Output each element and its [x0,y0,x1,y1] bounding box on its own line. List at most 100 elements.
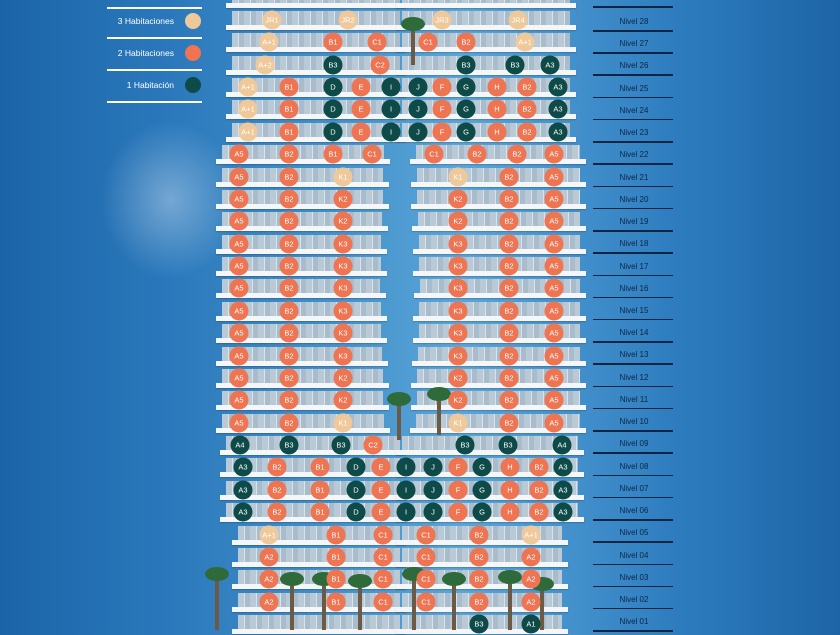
unit-marker-two_bed: B2 [279,211,299,231]
palm-tree-trunk [358,582,362,630]
balcony-slab [216,405,390,411]
unit-marker-two_bed: C1 [373,547,393,567]
palm-tree-crown [280,572,304,586]
unit-marker-two_bed: K2 [333,211,353,231]
level-label: Nivel 15 [619,305,649,315]
unit-marker-three_bed: JR1 [262,10,282,30]
unit-marker-one_bed: A3 [233,502,253,522]
unit-marker-two_bed: A5 [229,189,249,209]
unit-marker-two_bed: A5 [544,167,564,187]
balcony-slab [412,338,586,344]
balcony-slab [216,427,390,433]
palm-tree-crown [442,572,466,586]
unit-marker-two_bed: B2 [499,234,519,254]
unit-marker-two_bed: H [500,480,520,500]
unit-marker-two_bed: A5 [229,256,249,276]
unit-marker-two_bed: B2 [529,457,549,477]
unit-marker-two_bed: A5 [544,211,564,231]
balcony-slab [216,181,390,187]
floor-1 [232,613,406,635]
balcony-slab [226,2,406,8]
balcony-slab [412,360,586,366]
unit-marker-two_bed: B2 [529,480,549,500]
level-label: Nivel 02 [619,594,649,604]
unit-marker-two_bed: B2 [279,189,299,209]
palm-tree-crown [348,574,372,588]
level-divider [593,341,673,343]
balcony-slab [410,427,586,433]
unit-marker-two_bed: C1 [373,592,393,612]
level-label: Nivel 16 [619,283,649,293]
unit-marker-three_bed: A+1 [515,32,535,52]
unit-marker-one_bed: G [472,502,492,522]
level-divider [593,296,673,299]
unit-marker-two_bed: C1 [416,525,436,544]
unit-marker-two_bed: A5 [544,234,564,254]
balcony-slab [412,248,586,254]
unit-marker-two_bed: A5 [544,323,564,343]
balcony-slab [396,472,584,478]
unit-marker-two_bed: K3 [333,234,353,254]
unit-marker-two_bed: C1 [373,525,393,544]
unit-marker-two_bed: B1 [310,480,330,500]
unit-marker-two_bed: B2 [467,144,487,164]
level-divider [593,318,673,321]
unit-marker-three_bed: K1 [448,413,468,433]
unit-marker-two_bed: B2 [469,569,489,589]
unit-marker-two_bed: B2 [499,323,519,343]
unit-marker-two_bed: K3 [448,301,468,321]
unit-marker-one_bed: B3 [323,55,343,75]
unit-marker-two_bed: B2 [279,368,299,388]
level-divider [593,74,673,76]
level-divider [593,30,673,32]
floor-9 [220,434,406,456]
unit-marker-two_bed: B2 [267,457,287,477]
balcony-slab [216,159,390,165]
unit-marker-two_bed: B2 [517,99,537,119]
level-divider [593,385,673,388]
unit-marker-two_bed: B2 [456,32,476,52]
palm-tree-crown [498,570,522,584]
unit-marker-two_bed: K3 [448,234,468,254]
palm-tree-crown [401,17,425,31]
unit-marker-one_bed: I [396,457,416,477]
unit-marker-three_bed: K1 [333,413,353,433]
unit-marker-two_bed: A2 [259,592,279,612]
unit-marker-two_bed: A5 [229,346,249,366]
balcony-slab [216,226,388,232]
level-divider [593,452,673,454]
unit-marker-two_bed: B2 [499,368,519,388]
unit-marker-two_bed: H [487,122,507,142]
unit-marker-one_bed: A3 [553,502,573,522]
unit-marker-one_bed: A3 [548,99,568,119]
unit-marker-two_bed: H [487,77,507,97]
level-divider [593,407,673,410]
palm-tree-crown [387,392,411,406]
unit-marker-two_bed: A5 [544,189,564,209]
level-label: Nivel 11 [619,394,649,404]
unit-marker-two_bed: C1 [416,569,436,589]
balcony-slab [414,293,586,299]
balcony-slab [410,181,586,187]
floor-29 [396,0,576,9]
level-label: Nivel 19 [619,217,649,227]
balcony-slab [396,494,584,500]
unit-marker-two_bed: B2 [529,502,549,522]
level-divider [593,163,673,165]
unit-marker-two_bed: B2 [279,323,299,343]
unit-marker-two_bed: H [487,99,507,119]
palm-tree-trunk [290,580,294,630]
unit-marker-two_bed: C1 [362,144,382,164]
unit-marker-one_bed: A3 [233,480,253,500]
glass-facade [226,436,400,452]
unit-marker-two_bed: B2 [279,390,299,410]
balcony-slab [216,203,389,209]
floor-29 [226,0,406,9]
unit-marker-three_bed: A+1 [238,122,258,142]
balcony-slab [410,159,586,165]
balcony-slab [226,69,406,75]
unit-marker-two_bed: B1 [326,569,346,589]
level-divider [593,207,673,210]
level-label: Nivel 23 [619,128,649,138]
unit-marker-three_bed: A+1 [259,525,279,544]
